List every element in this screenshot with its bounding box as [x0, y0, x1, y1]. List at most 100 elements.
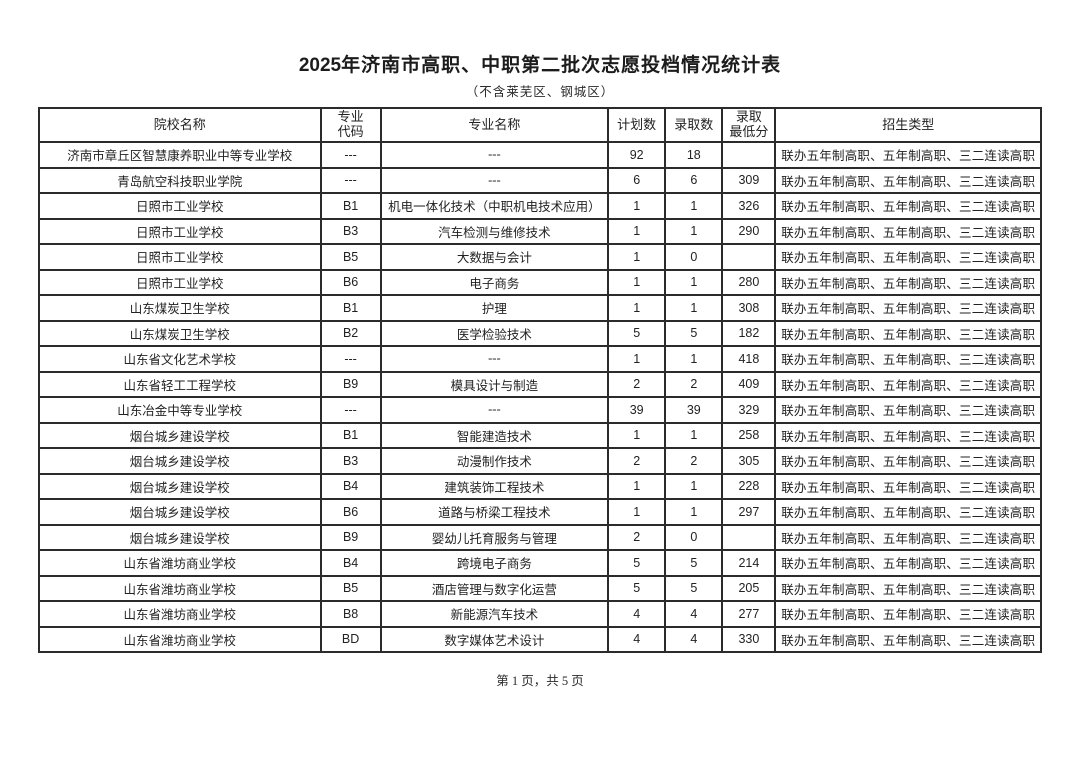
cell-school: 日照市工业学校 [38, 243, 322, 271]
cell-code: B9 [319, 523, 382, 551]
cell-major: 建筑装饰工程技术 [379, 472, 610, 500]
cell-plan: 1 [607, 294, 667, 322]
cell-min-score [721, 141, 777, 169]
cell-type: 联办五年制高职、五年制高职、三二连读高职 [774, 421, 1042, 449]
cell-school: 济南市章丘区智慧康养职业中等专业学校 [38, 141, 322, 169]
cell-admitted: 6 [664, 166, 724, 194]
cell-school: 烟台城乡建设学校 [38, 498, 322, 526]
cell-school: 山东省潍坊商业学校 [38, 574, 322, 602]
cell-plan: 2 [607, 370, 667, 398]
cell-school: 烟台城乡建设学校 [38, 523, 322, 551]
cell-admitted: 4 [664, 600, 724, 628]
cell-type: 联办五年制高职、五年制高职、三二连读高职 [774, 243, 1042, 271]
cell-school: 山东省潍坊商业学校 [38, 625, 322, 653]
cell-min-score: 205 [721, 574, 777, 602]
cell-type: 联办五年制高职、五年制高职、三二连读高职 [774, 523, 1042, 551]
cell-admitted: 1 [664, 192, 724, 220]
cell-admitted: 5 [664, 574, 724, 602]
col-header-school: 院校名称 [38, 107, 322, 143]
cell-admitted: 0 [664, 243, 724, 271]
cell-type: 联办五年制高职、五年制高职、三二连读高职 [774, 141, 1042, 169]
cell-min-score: 309 [721, 166, 777, 194]
document-subtitle: （不含莱芜区、钢城区） [465, 85, 615, 99]
table-row: 山东冶金中等专业学校 --- --- 39 39 329 联办五年制高职、五年制高职、三二连… [38, 396, 1042, 424]
cell-plan: 4 [607, 600, 667, 628]
cell-major: 婴幼儿托育服务与管理 [379, 523, 610, 551]
cell-plan: 5 [607, 574, 667, 602]
cell-type: 联办五年制高职、五年制高职、三二连读高职 [774, 345, 1042, 373]
cell-plan: 5 [607, 319, 667, 347]
table-row: 日照市工业学校 B6 电子商务 1 1 280 联办五年制高职、五年制高职、三二连读高职 [38, 268, 1042, 296]
cell-major: 数字媒体艺术设计 [379, 625, 610, 653]
cell-type: 联办五年制高职、五年制高职、三二连读高职 [774, 192, 1042, 220]
cell-min-score: 182 [721, 319, 777, 347]
cell-code: --- [319, 345, 382, 373]
cell-code: --- [319, 166, 382, 194]
cell-code: B5 [319, 574, 382, 602]
cell-admitted: 2 [664, 370, 724, 398]
cell-school: 烟台城乡建设学校 [38, 421, 322, 449]
col-header-plan: 计划数 [607, 107, 667, 143]
cell-plan: 1 [607, 472, 667, 500]
cell-type: 联办五年制高职、五年制高职、三二连读高职 [774, 217, 1042, 245]
table-row: 山东省轻工工程学校 B9 模具设计与制造 2 2 409 联办五年制高职、五年制高职、三二连… [38, 370, 1042, 398]
cell-admitted: 1 [664, 472, 724, 500]
cell-school: 日照市工业学校 [38, 192, 322, 220]
cell-min-score: 326 [721, 192, 777, 220]
cell-min-score: 277 [721, 600, 777, 628]
cell-min-score: 228 [721, 472, 777, 500]
cell-code: BD [319, 625, 382, 653]
cell-plan: 39 [607, 396, 667, 424]
header-row: 院校名称 专业 代码 专业名称 计划数 录取数 录取 最低分 招生类型 [38, 107, 1042, 143]
cell-code: B1 [319, 192, 382, 220]
cell-min-score: 258 [721, 421, 777, 449]
cell-plan: 92 [607, 141, 667, 169]
cell-code: B2 [319, 319, 382, 347]
cell-plan: 6 [607, 166, 667, 194]
cell-major: 酒店管理与数字化运营 [379, 574, 610, 602]
cell-plan: 4 [607, 625, 667, 653]
cell-admitted: 2 [664, 447, 724, 475]
cell-type: 联办五年制高职、五年制高职、三二连读高职 [774, 600, 1042, 628]
cell-code: B1 [319, 294, 382, 322]
cell-admitted: 4 [664, 625, 724, 653]
cell-admitted: 39 [664, 396, 724, 424]
cell-major: 护理 [379, 294, 610, 322]
cell-min-score: 330 [721, 625, 777, 653]
cell-plan: 1 [607, 268, 667, 296]
cell-admitted: 1 [664, 294, 724, 322]
cell-min-score [721, 523, 777, 551]
cell-school: 日照市工业学校 [38, 268, 322, 296]
cell-admitted: 0 [664, 523, 724, 551]
cell-school: 烟台城乡建设学校 [38, 447, 322, 475]
cell-school: 山东煤炭卫生学校 [38, 319, 322, 347]
col-header-code: 专业 代码 [319, 107, 382, 143]
cell-min-score: 280 [721, 268, 777, 296]
cell-min-score: 297 [721, 498, 777, 526]
cell-type: 联办五年制高职、五年制高职、三二连读高职 [774, 294, 1042, 322]
cell-major: 医学检验技术 [379, 319, 610, 347]
title-text: 年济南市高职、中职第二批次志愿投档情况统计表 [341, 55, 782, 76]
cell-type: 联办五年制高职、五年制高职、三二连读高职 [774, 370, 1042, 398]
document-title: 2025年济南市高职、中职第二批次志愿投档情况统计表 [0, 50, 1080, 77]
cell-code: B4 [319, 549, 382, 577]
col-header-major: 专业名称 [379, 107, 610, 143]
cell-type: 联办五年制高职、五年制高职、三二连读高职 [774, 549, 1042, 577]
cell-school: 山东省潍坊商业学校 [38, 549, 322, 577]
cell-min-score: 329 [721, 396, 777, 424]
cell-admitted: 1 [664, 268, 724, 296]
table-row: 日照市工业学校 B1 机电一体化技术（中职机电技术应用） 1 1 326 联办五年制高职、五… [38, 192, 1042, 220]
cell-type: 联办五年制高职、五年制高职、三二连读高职 [774, 574, 1042, 602]
cell-code: B6 [319, 498, 382, 526]
table-row: 日照市工业学校 B3 汽车检测与维修技术 1 1 290 联办五年制高职、五年制高职、三二连… [38, 217, 1042, 245]
table-row: 烟台城乡建设学校 B9 婴幼儿托育服务与管理 2 0 联办五年制高职、五年制高职、三二连读… [38, 523, 1042, 551]
cell-school: 山东省潍坊商业学校 [38, 600, 322, 628]
cell-admitted: 18 [664, 141, 724, 169]
cell-major: 道路与桥梁工程技术 [379, 498, 610, 526]
cell-major: 机电一体化技术（中职机电技术应用） [379, 192, 610, 220]
cell-school: 山东冶金中等专业学校 [38, 396, 322, 424]
table-row: 济南市章丘区智慧康养职业中等专业学校 --- --- 92 18 联办五年制高职、五年制高… [38, 141, 1042, 169]
cell-code: B6 [319, 268, 382, 296]
cell-plan: 1 [607, 421, 667, 449]
cell-major: --- [379, 141, 610, 169]
